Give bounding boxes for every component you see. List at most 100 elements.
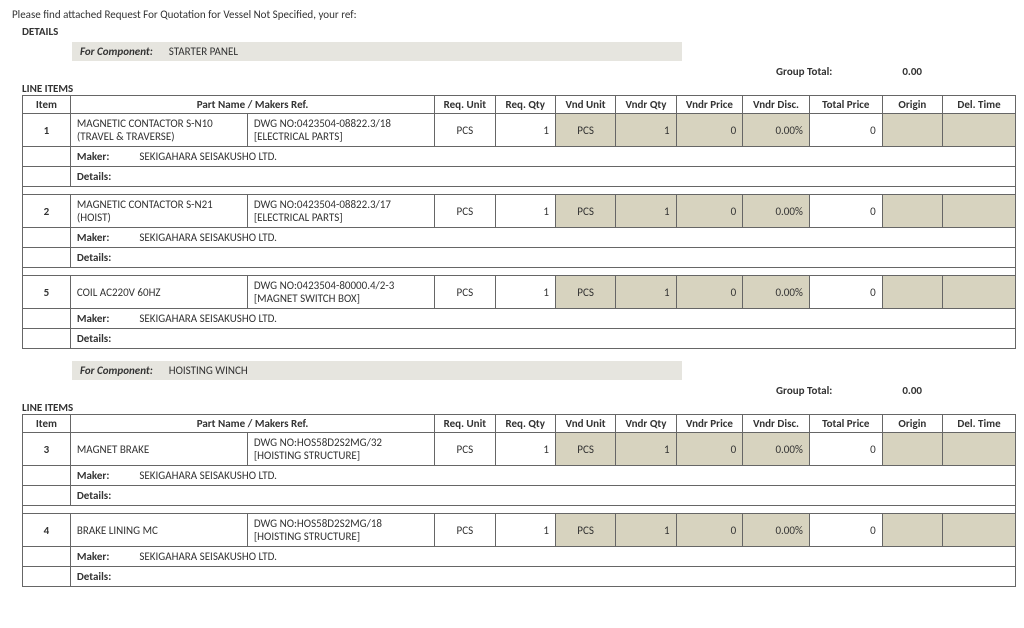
col-reqqty: Req. Qty [495, 96, 555, 114]
maker-row: Maker: SEKIGAHARA SEISAKUSHO LTD. [23, 228, 1016, 248]
cell-vndunit: PCS [555, 195, 615, 228]
component-label: For Component: [80, 45, 153, 58]
cell-totalprice: 0 [809, 114, 882, 147]
cell-part2: DWG NO:HOS58D2S2MG/32[HOISTING STRUCTURE… [247, 433, 434, 466]
col-part: Part Name / Makers Ref. [70, 415, 434, 433]
col-reqqty: Req. Qty [495, 415, 555, 433]
col-item: Item [23, 96, 71, 114]
component-value: STARTER PANEL [169, 45, 238, 58]
cell-totalprice: 0 [809, 276, 882, 309]
cell-vndunit: PCS [555, 114, 615, 147]
cell-part1: MAGNETIC CONTACTOR S-N10 (TRAVEL & TRAVE… [70, 114, 247, 147]
cell-requnit: PCS [435, 514, 495, 547]
cell-item: 5 [23, 276, 71, 309]
cell-totalprice: 0 [809, 514, 882, 547]
cell-requnit: PCS [435, 433, 495, 466]
cell-item: 1 [23, 114, 71, 147]
group-total-row: Group Total: 0.00 [12, 384, 1012, 397]
table-row: 5 COIL AC220V 60HZ DWG NO:0423504-80000.… [23, 276, 1016, 309]
cell-part1: COIL AC220V 60HZ [70, 276, 247, 309]
table-header-row: Item Part Name / Makers Ref. Req. Unit R… [23, 96, 1016, 114]
component-row: For Component: STARTER PANEL [72, 42, 1012, 61]
group-total-label: Group Total: [776, 65, 832, 78]
cell-item: 3 [23, 433, 71, 466]
col-requnit: Req. Unit [435, 415, 495, 433]
cell-vndrprice: 0 [676, 514, 743, 547]
table-row: 4 BRAKE LINING MC DWG NO:HOS58D2S2MG/18[… [23, 514, 1016, 547]
blank-row [23, 187, 1016, 195]
cell-part2: DWG NO:0423504-08822.3/17[ELECTRICAL PAR… [247, 195, 434, 228]
table-header-row: Item Part Name / Makers Ref. Req. Unit R… [23, 415, 1016, 433]
cell-origin [882, 276, 942, 309]
cell-part1: BRAKE LINING MC [70, 514, 247, 547]
cell-vndrdisc: 0.00% [743, 433, 810, 466]
cell-origin [882, 514, 942, 547]
table-row: 3 MAGNET BRAKE DWG NO:HOS58D2S2MG/32[HOI… [23, 433, 1016, 466]
group-total-label: Group Total: [776, 384, 832, 397]
details-label: Details: [77, 170, 137, 183]
cell-vndunit: PCS [555, 276, 615, 309]
cell-vndrdisc: 0.00% [743, 114, 810, 147]
maker-value: SEKIGAHARA SEISAKUSHO LTD. [139, 150, 277, 163]
cell-vndrdisc: 0.00% [743, 514, 810, 547]
intro-text: Please find attached Request For Quotati… [12, 8, 1012, 21]
cell-vndrdisc: 0.00% [743, 195, 810, 228]
col-vndrqty: Vndr Qty [616, 96, 676, 114]
component-box: For Component: STARTER PANEL [72, 42, 682, 61]
cell-deltime [943, 514, 1016, 547]
cell-reqqty: 1 [495, 514, 555, 547]
col-deltime: Del. Time [943, 96, 1016, 114]
table-row: 2 MAGNETIC CONTACTOR S-N21 (HOIST) DWG N… [23, 195, 1016, 228]
col-vndunit: Vnd Unit [555, 96, 615, 114]
col-vndrqty: Vndr Qty [616, 415, 676, 433]
component-value: HOISTING WINCH [169, 364, 248, 377]
cell-requnit: PCS [435, 195, 495, 228]
col-origin: Origin [882, 415, 942, 433]
cell-totalprice: 0 [809, 195, 882, 228]
cell-vndrqty: 1 [616, 276, 676, 309]
group-total-row: Group Total: 0.00 [12, 65, 1012, 78]
cell-vndrqty: 1 [616, 514, 676, 547]
blank-row [23, 506, 1016, 514]
cell-part2: DWG NO:0423504-80000.4/2-3[MAGNET SWITCH… [247, 276, 434, 309]
cell-deltime [943, 114, 1016, 147]
col-part: Part Name / Makers Ref. [70, 96, 434, 114]
group-total-value: 0.00 [902, 65, 922, 78]
cell-deltime [943, 433, 1016, 466]
component-box: For Component: HOISTING WINCH [72, 361, 682, 380]
col-totalprice: Total Price [809, 96, 882, 114]
col-totalprice: Total Price [809, 415, 882, 433]
col-vndrprice: Vndr Price [676, 96, 743, 114]
line-items-heading: LINE ITEMS [12, 82, 1012, 95]
cell-vndrdisc: 0.00% [743, 276, 810, 309]
cell-vndrqty: 1 [616, 433, 676, 466]
maker-row: Maker: SEKIGAHARA SEISAKUSHO LTD. [23, 547, 1016, 567]
cell-totalprice: 0 [809, 433, 882, 466]
maker-row: Maker: SEKIGAHARA SEISAKUSHO LTD. [23, 466, 1016, 486]
details-row: Details: [23, 248, 1016, 268]
cell-deltime [943, 195, 1016, 228]
col-vndrprice: Vndr Price [676, 415, 743, 433]
cell-item: 2 [23, 195, 71, 228]
cell-deltime [943, 276, 1016, 309]
component-label: For Component: [80, 364, 153, 377]
details-row: Details: [23, 567, 1016, 587]
cell-reqqty: 1 [495, 114, 555, 147]
component-row: For Component: HOISTING WINCH [72, 361, 1012, 380]
col-origin: Origin [882, 96, 942, 114]
cell-origin [882, 114, 942, 147]
line-items-table: Item Part Name / Makers Ref. Req. Unit R… [22, 95, 1016, 349]
cell-requnit: PCS [435, 114, 495, 147]
group-total-value: 0.00 [902, 384, 922, 397]
col-item: Item [23, 415, 71, 433]
maker-label: Maker: [77, 150, 137, 163]
cell-requnit: PCS [435, 276, 495, 309]
col-vndrdisc: Vndr Disc. [743, 415, 810, 433]
col-requnit: Req. Unit [435, 96, 495, 114]
cell-part1: MAGNET BRAKE [70, 433, 247, 466]
cell-item: 4 [23, 514, 71, 547]
cell-vndrqty: 1 [616, 195, 676, 228]
line-items-table: Item Part Name / Makers Ref. Req. Unit R… [22, 414, 1016, 587]
maker-row: Maker: SEKIGAHARA SEISAKUSHO LTD. [23, 309, 1016, 329]
cell-vndrprice: 0 [676, 276, 743, 309]
